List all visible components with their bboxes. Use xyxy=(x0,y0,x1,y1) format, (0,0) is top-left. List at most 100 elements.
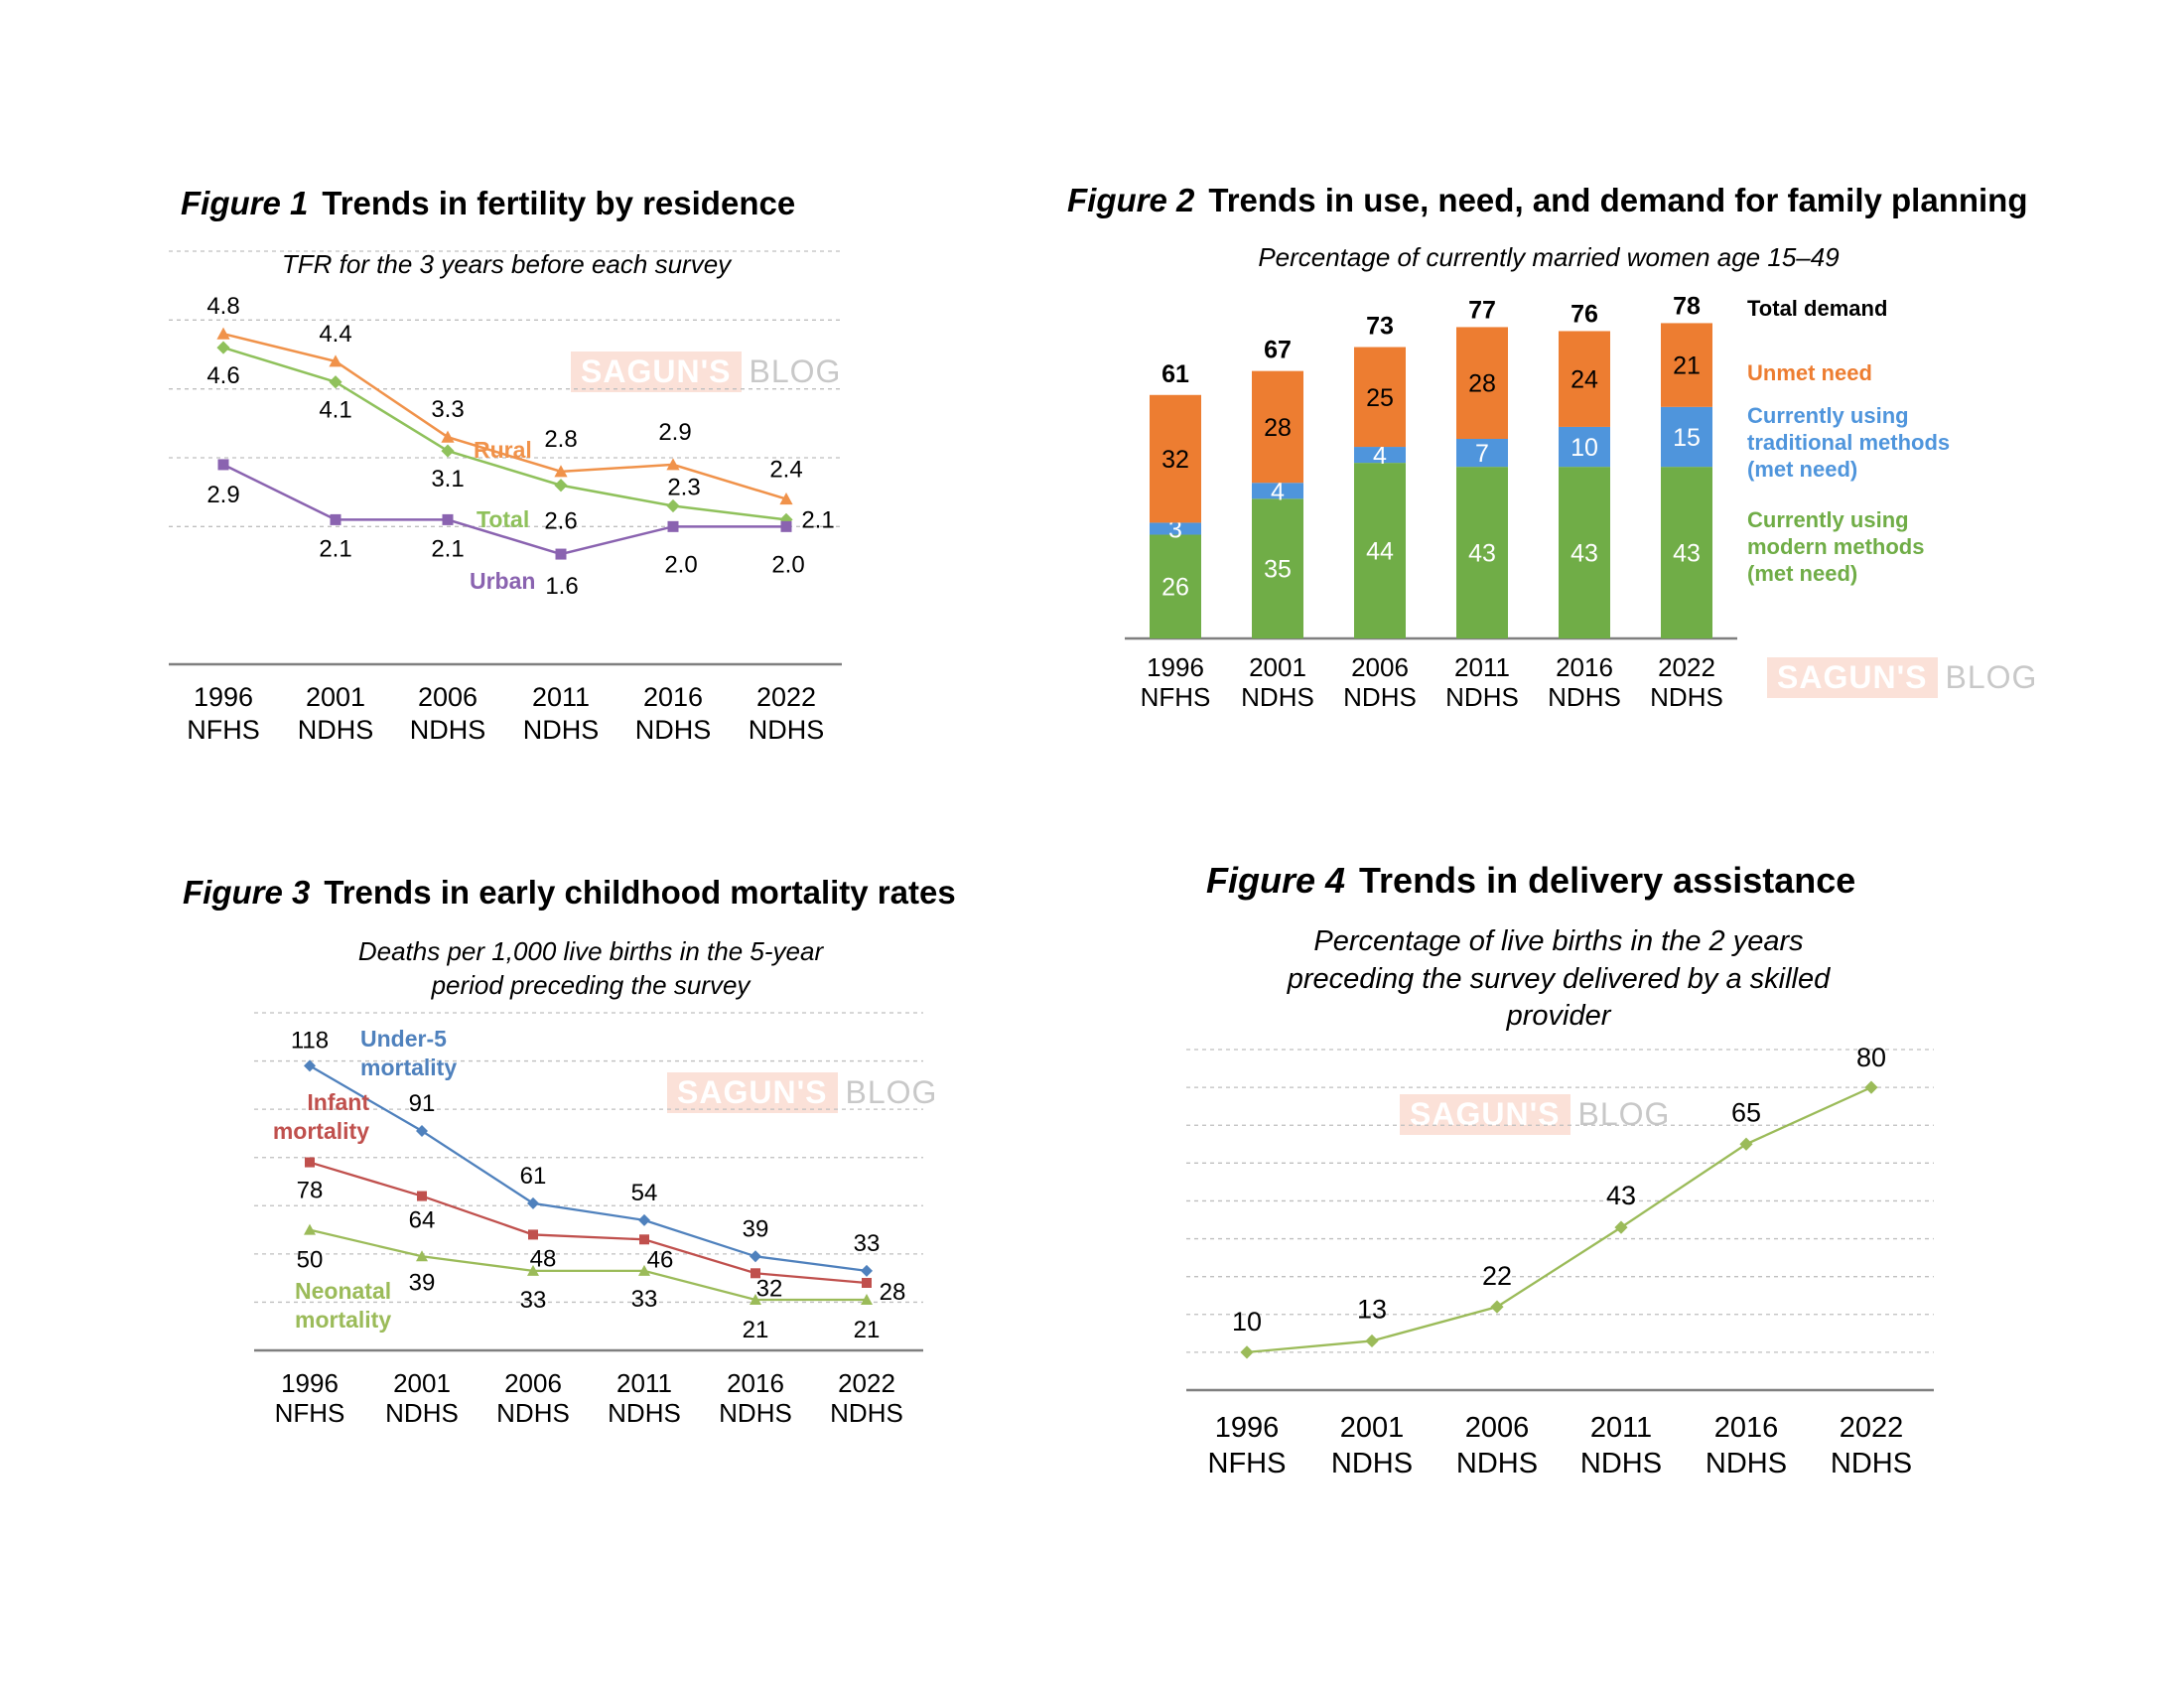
x-tick-label-survey: NFHS xyxy=(275,1398,345,1428)
data-label: 3.3 xyxy=(431,396,464,423)
x-tick-label-year: 2022 xyxy=(1658,652,1715,682)
data-point xyxy=(216,341,230,354)
data-point xyxy=(441,444,455,458)
x-tick-label-year: 2006 xyxy=(504,1368,562,1398)
figure-3-subtitle: Deaths per 1,000 live births in the 5-ye… xyxy=(357,936,824,1000)
data-label: 61 xyxy=(520,1163,547,1190)
data-label: 21 xyxy=(854,1317,881,1343)
data-label: 4.8 xyxy=(206,293,239,320)
legend-entry: (met need) xyxy=(1747,561,1857,586)
data-point xyxy=(442,513,454,525)
bar-value-label: 4 xyxy=(1271,478,1285,505)
x-tick-label-year: 2011 xyxy=(1454,652,1510,682)
total-label: 61 xyxy=(1161,360,1189,388)
series-label: mortality xyxy=(295,1307,391,1333)
figure-1-title-text: Trends in fertility by residence xyxy=(322,185,796,221)
data-point xyxy=(750,1294,761,1305)
series-line xyxy=(1246,1086,1872,1354)
watermark-part1: SAGUN'S xyxy=(667,1072,838,1113)
total-label: 73 xyxy=(1366,313,1394,341)
data-label: 65 xyxy=(1731,1097,1761,1127)
bar-segment xyxy=(1661,406,1712,468)
figure-4-number: Figure 4 xyxy=(1206,860,1346,901)
data-label: 1.6 xyxy=(545,573,578,600)
data-point xyxy=(639,1234,649,1245)
x-tick-label-year: 1996 xyxy=(1147,652,1204,682)
data-label: 32 xyxy=(756,1275,783,1302)
x-tick-label-survey: NDHS xyxy=(1548,682,1621,712)
data-label: 2.1 xyxy=(319,535,351,562)
x-tick-label-survey: NDHS xyxy=(749,715,825,745)
x-tick-label-survey: NDHS xyxy=(1343,682,1417,712)
x-tick-label-survey: NDHS xyxy=(298,715,374,745)
bar-value-label: 28 xyxy=(1264,414,1292,442)
figure-3-title: Figure 3 Trends in early childhood mortal… xyxy=(183,874,956,912)
data-point xyxy=(554,479,568,492)
series-line xyxy=(222,463,786,556)
data-point xyxy=(638,1264,650,1276)
data-point xyxy=(666,498,680,513)
bar-value-label: 21 xyxy=(1673,352,1701,380)
series-label: mortality xyxy=(273,1118,369,1144)
data-label: 118 xyxy=(291,1027,329,1054)
data-point xyxy=(555,548,567,560)
data-point xyxy=(751,1268,760,1279)
data-point xyxy=(417,1191,427,1201)
data-point xyxy=(330,513,341,525)
data-point xyxy=(667,520,679,532)
series-label: Neonatal xyxy=(295,1278,391,1304)
x-tick-label-year: 2016 xyxy=(1714,1412,1779,1444)
watermark-part1: SAGUN'S xyxy=(1400,1094,1570,1135)
x-tick-label-year: 2016 xyxy=(727,1368,784,1398)
data-point xyxy=(638,1213,650,1226)
data-point xyxy=(862,1278,872,1288)
data-label: 50 xyxy=(297,1247,324,1274)
data-point xyxy=(329,354,342,367)
total-label: 77 xyxy=(1468,296,1496,324)
figure-4-title: Figure 4 Trends in delivery assistance xyxy=(1206,860,1855,902)
x-tick-label-year: 2006 xyxy=(418,682,478,712)
bar-value-label: 24 xyxy=(1570,366,1598,394)
bar-segment xyxy=(1150,534,1201,638)
data-point xyxy=(1864,1080,1878,1094)
data-label: 64 xyxy=(409,1207,436,1234)
x-tick-label-year: 1996 xyxy=(281,1368,339,1398)
series-line xyxy=(222,346,787,521)
bar-value-label: 4 xyxy=(1373,442,1387,470)
data-label: 78 xyxy=(297,1178,324,1204)
legend-entry: Unmet need xyxy=(1747,360,1872,385)
x-tick-label-year: 2006 xyxy=(1351,652,1409,682)
data-label: 91 xyxy=(409,1090,436,1117)
bar-value-label: 43 xyxy=(1673,540,1701,568)
bar-segment xyxy=(1456,467,1508,638)
legend-entry: Currently using xyxy=(1747,507,1909,532)
bar-value-label: 25 xyxy=(1366,384,1394,412)
figure-2-title-text: Trends in use, need, and demand for fami… xyxy=(1208,182,2028,218)
x-tick-label-survey: NFHS xyxy=(1208,1448,1287,1479)
bar-value-label: 10 xyxy=(1570,434,1598,462)
x-tick-label-year: 1996 xyxy=(1215,1412,1280,1444)
figure-3-title-text: Trends in early childhood mortality rate… xyxy=(324,874,956,911)
bar-value-label: 44 xyxy=(1366,538,1394,566)
watermark-part2: BLOG xyxy=(1577,1096,1671,1132)
data-label: 13 xyxy=(1357,1294,1387,1324)
bar-segment xyxy=(1456,439,1508,468)
x-tick-label-survey: NDHS xyxy=(496,1398,570,1428)
bar-segment xyxy=(1559,331,1610,427)
x-tick-label-year: 1996 xyxy=(194,682,253,712)
series-label: Rural xyxy=(474,437,532,463)
bar-value-label: 3 xyxy=(1168,515,1182,543)
figure-1-title: Figure 1 Trends in fertility by residence xyxy=(181,185,795,222)
x-tick-label-year: 2006 xyxy=(1465,1412,1530,1444)
data-point xyxy=(750,1250,761,1263)
data-point xyxy=(1490,1300,1504,1314)
data-label: 80 xyxy=(1856,1043,1886,1072)
data-label: 4.6 xyxy=(206,362,239,389)
series-line xyxy=(309,1228,867,1302)
data-point xyxy=(861,1294,873,1305)
data-point xyxy=(216,327,230,340)
series-label: Infant xyxy=(307,1089,369,1115)
data-label: 21 xyxy=(743,1317,769,1343)
series-label: mortality xyxy=(360,1055,457,1080)
